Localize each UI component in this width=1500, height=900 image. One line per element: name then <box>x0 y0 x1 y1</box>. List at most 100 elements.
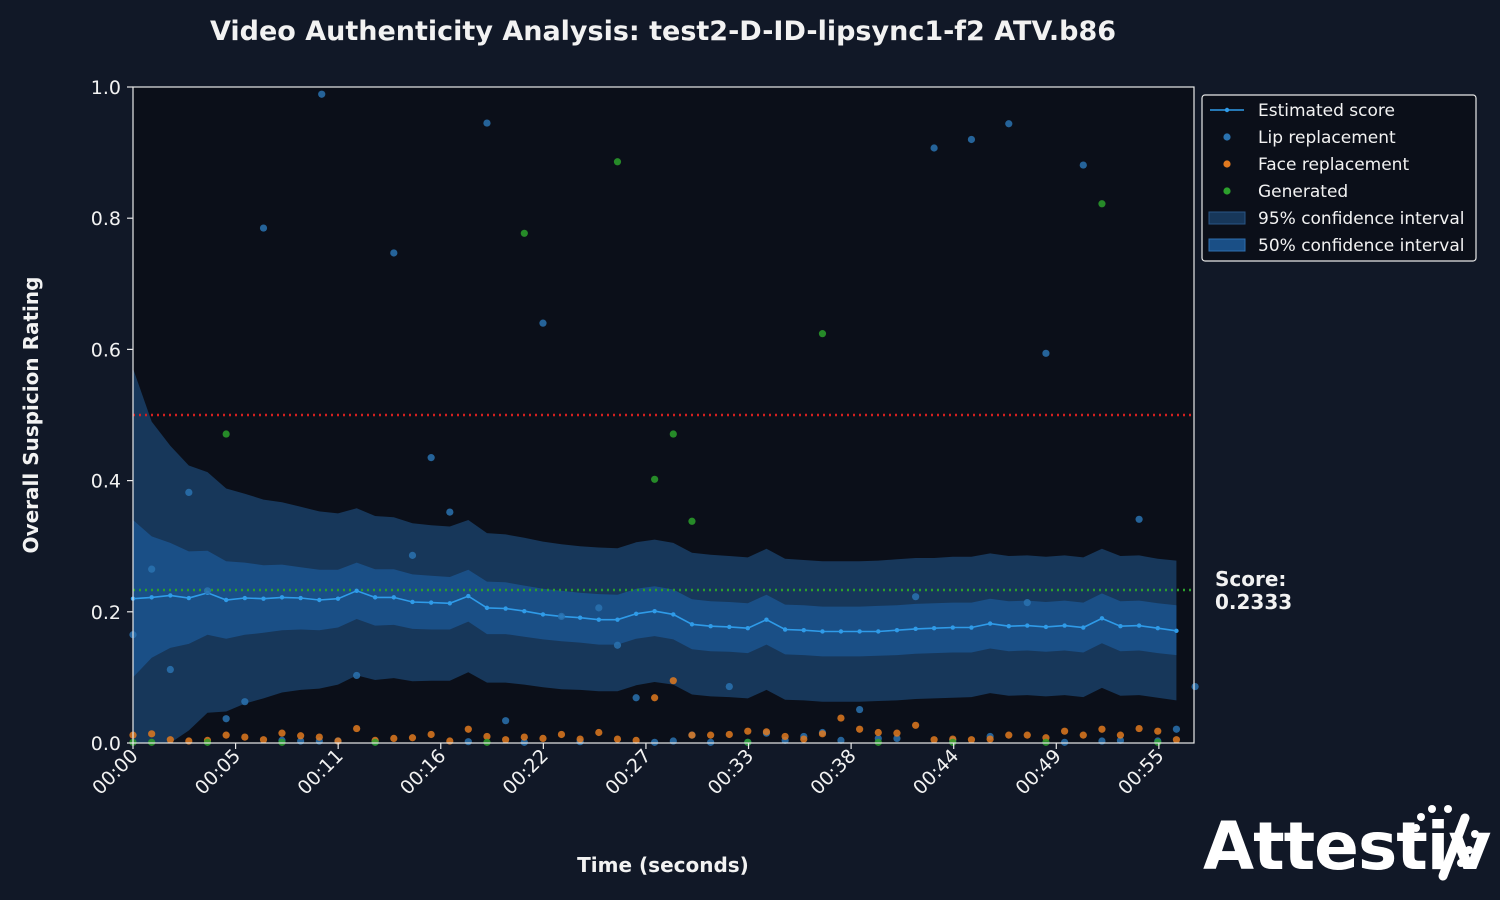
generated-point <box>688 517 696 525</box>
face-replacement-point <box>986 735 994 743</box>
estimated-point <box>727 624 732 630</box>
lip-replacement-point <box>318 90 326 98</box>
generated-point <box>483 738 491 746</box>
estimated-point <box>782 627 788 632</box>
lip-replacement-point <box>613 641 622 649</box>
estimated-point <box>1136 623 1142 628</box>
estimated-point <box>801 627 806 633</box>
legend-box <box>1201 94 1477 262</box>
face-replacement-point <box>502 736 510 744</box>
face-replacement-point <box>1023 731 1031 739</box>
legend-swatch-rect <box>1208 211 1246 225</box>
legend-entry: 95% confidence interval <box>1208 209 1464 229</box>
generated-point <box>669 430 677 438</box>
face-replacement-point <box>651 694 659 702</box>
legend-entry: Lip replacement <box>1223 128 1396 148</box>
legend-swatch-rect <box>1208 238 1246 252</box>
lip-replacement-point <box>1135 515 1143 523</box>
estimated-point <box>1118 624 1123 629</box>
estimated-point <box>149 595 154 600</box>
generated-point <box>203 738 212 746</box>
x-tick-label: 00:22 <box>499 745 553 799</box>
y-tick-label: 1.0 <box>91 77 121 99</box>
estimated-point <box>410 599 415 605</box>
face-replacement-point <box>259 736 268 744</box>
face-replacement-point <box>241 733 249 741</box>
lip-replacement-point <box>1061 738 1069 746</box>
logo-mark-icon <box>1412 805 1479 881</box>
lip-replacement-point <box>446 508 454 516</box>
face-replacement-point <box>557 730 566 739</box>
face-replacement-point <box>874 728 882 737</box>
x-tick-label: 00:38 <box>806 745 860 799</box>
axes-group <box>132 86 1195 744</box>
x-tick-label: 00:49 <box>1012 745 1066 799</box>
lip-replacement-point <box>893 734 901 743</box>
estimated-point <box>838 629 844 634</box>
legend-entry: Face replacement <box>1223 155 1409 175</box>
estimated-point <box>335 596 341 601</box>
generated-point <box>874 738 882 746</box>
face-replacement-point <box>1079 731 1087 739</box>
generated-point <box>520 229 528 237</box>
lip-replacement-point <box>1079 161 1087 169</box>
estimated-point <box>652 608 657 614</box>
estimated-point <box>1043 624 1049 630</box>
face-replacement-point <box>148 730 156 738</box>
lip-replacement-point <box>259 224 268 232</box>
estimated-point <box>1081 625 1086 630</box>
estimated-point <box>354 588 359 594</box>
estimated-point <box>671 612 676 617</box>
score-value: 0.2333 <box>1215 590 1292 614</box>
generated-point <box>278 738 286 746</box>
estimated-point <box>261 596 266 601</box>
face-replacement-point <box>315 733 323 741</box>
generated-point <box>949 738 957 746</box>
estimated-score-group <box>130 588 1179 634</box>
face-replacement-point <box>967 736 976 744</box>
lip-replacement-point <box>241 698 249 706</box>
estimated-point <box>708 624 713 629</box>
legend-entry: Estimated score <box>1210 101 1395 121</box>
estimated-point <box>317 597 322 603</box>
lip-replacement-point <box>725 682 733 691</box>
lip-replacement-point <box>222 715 230 723</box>
face-replacement-point <box>613 735 622 743</box>
estimated-point <box>577 615 583 620</box>
estimated-point <box>1062 623 1067 628</box>
score-label: Score: <box>1215 567 1286 591</box>
legend-entry: 50% confidence interval <box>1208 236 1464 256</box>
estimated-point <box>764 617 769 622</box>
face-replacement-point <box>595 728 603 737</box>
estimated-point <box>298 595 303 601</box>
face-replacement-point <box>222 731 230 739</box>
y-tick-label: 0.4 <box>91 471 121 493</box>
face-replacement-point <box>166 736 174 744</box>
estimated-point <box>503 606 508 611</box>
lip-replacement-point <box>539 319 547 327</box>
generated-point <box>1098 200 1106 208</box>
face-replacement-point <box>408 734 417 742</box>
estimated-point <box>931 626 937 631</box>
estimated-point <box>876 629 881 634</box>
estimated-point <box>596 617 602 622</box>
estimated-point <box>987 621 993 626</box>
estimated-point <box>223 597 229 603</box>
legend: Estimated score Lip replacement Face repla… <box>1201 94 1477 262</box>
lip-replacement-point <box>502 717 510 725</box>
x-tick-label: 00:44 <box>909 745 963 799</box>
lip-replacement-point <box>707 738 715 746</box>
face-replacement-point <box>912 721 920 729</box>
lip-replacement-point <box>632 694 640 702</box>
plot-frame <box>132 86 1195 744</box>
lip-replacement-point <box>912 593 920 601</box>
face-replacement-point <box>1172 736 1181 744</box>
face-replacement-point <box>800 735 808 743</box>
y-tick-label: 0.0 <box>91 733 121 755</box>
estimated-point <box>969 625 974 630</box>
face-replacement-point <box>837 714 845 722</box>
estimated-point <box>428 600 434 605</box>
face-replacement-point <box>297 732 305 740</box>
lip-replacement-point <box>353 671 361 680</box>
estimated-point <box>820 629 825 634</box>
